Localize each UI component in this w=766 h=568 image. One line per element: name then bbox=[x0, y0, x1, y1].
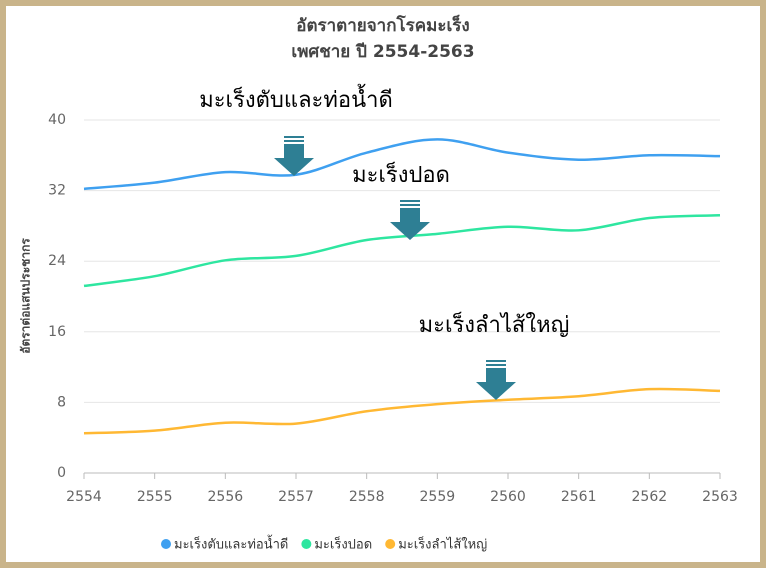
y-tick-label: 24 bbox=[48, 253, 66, 269]
chart-subtitle: เพศชาย ปี 2554-2563 bbox=[291, 41, 474, 62]
line-series bbox=[83, 138, 721, 191]
x-tick-label: 2563 bbox=[702, 489, 738, 505]
x-tick-label: 2555 bbox=[137, 489, 173, 505]
arrow bbox=[390, 208, 430, 240]
arrow-line bbox=[400, 200, 420, 202]
y-tick-label: 32 bbox=[48, 183, 66, 199]
legend-marker bbox=[301, 539, 312, 549]
y-tick-label: 8 bbox=[57, 394, 66, 410]
legend-marker bbox=[161, 539, 171, 549]
arrow bbox=[274, 144, 314, 176]
annotation: มะเร็งตับและท่อน้ำดี bbox=[199, 84, 393, 113]
arrow bbox=[476, 368, 516, 400]
legend-label: มะเร็งตับและท่อน้ำดี bbox=[174, 535, 288, 553]
x-tick-label: 2560 bbox=[490, 489, 526, 505]
x-tick-label: 2558 bbox=[349, 489, 385, 505]
legend-marker bbox=[385, 539, 396, 549]
legend-label: มะเร็งลำไส้ใหญ่ bbox=[398, 535, 487, 553]
arrow-line bbox=[486, 360, 506, 362]
arrow-line bbox=[400, 204, 420, 206]
arrow-line bbox=[284, 140, 304, 142]
x-tick-label: 2561 bbox=[561, 489, 597, 505]
y-tick-label: 0 bbox=[57, 465, 66, 481]
chart-title: อัตราตายจากโรคมะเร็ง bbox=[296, 13, 470, 36]
x-tick-label: 2562 bbox=[632, 489, 668, 505]
line-series bbox=[83, 214, 721, 288]
y-tick-label: 16 bbox=[48, 324, 66, 340]
line-series bbox=[83, 387, 721, 435]
x-tick-label: 2556 bbox=[208, 489, 244, 505]
chart: อัตราตายจากโรคมะเร็ง เพศชาย ปี 2554-2563… bbox=[19, 13, 738, 553]
y-tick-label: 40 bbox=[48, 112, 66, 128]
y-axis-label: อัตราต่อแสนประชากร bbox=[19, 238, 33, 354]
arrow-line bbox=[284, 136, 304, 138]
annotation: มะเร็งปอด bbox=[352, 160, 450, 188]
x-tick-label: 2559 bbox=[420, 489, 456, 505]
annotation: มะเร็งลำไส้ใหญ่ bbox=[419, 310, 570, 338]
arrow-line bbox=[486, 364, 506, 366]
legend-label: มะเร็งปอด bbox=[314, 535, 372, 553]
x-tick-label: 2557 bbox=[278, 489, 314, 505]
x-tick-label: 2554 bbox=[66, 489, 102, 505]
